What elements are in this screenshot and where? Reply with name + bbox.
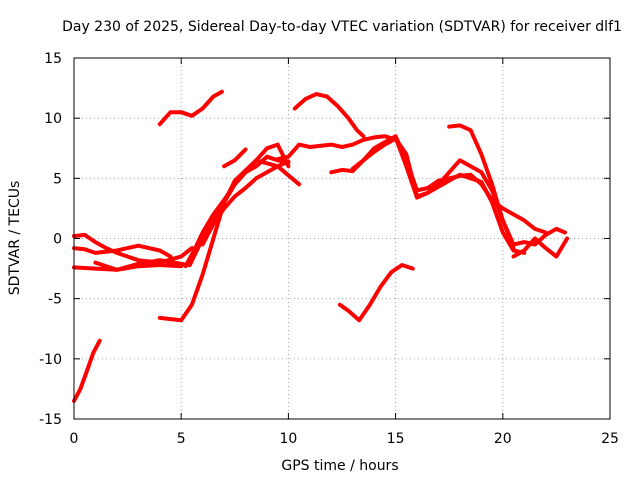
y-axis-label: SDTVAR / TECUs: [7, 181, 23, 296]
x-tick-label: 20: [494, 431, 512, 447]
x-tick-label: 15: [387, 431, 405, 447]
series-arc-rise-b: [187, 154, 291, 267]
series-arc-mid-low: [337, 263, 415, 323]
series-arc-top-mid: [292, 92, 366, 139]
y-tick-label: -10: [39, 352, 62, 368]
series-arc-rise-c: [200, 159, 291, 247]
y-tick-label: 10: [44, 111, 62, 127]
series-arc-night-a: [72, 232, 194, 265]
y-tick-label: 0: [53, 232, 62, 248]
x-tick-label: 25: [601, 431, 619, 447]
series-arc-upper-left: [157, 89, 224, 127]
data-series-group: [72, 89, 570, 403]
y-tick-label: -15: [39, 412, 62, 428]
series-arc-tail-right: [511, 236, 570, 259]
y-tick-label: 5: [53, 171, 62, 187]
x-axis-label: GPS time / hours: [281, 458, 398, 474]
axis-ticks: 0 5 10 15 20 25 -15 -10 -5 0 5 10 15: [39, 51, 619, 447]
series-arc-rise-a: [183, 142, 291, 269]
y-tick-label: -5: [48, 292, 62, 308]
series-arc-night-b: [72, 243, 173, 259]
x-tick-label: 10: [279, 431, 297, 447]
x-tick-label: 0: [70, 431, 79, 447]
series-arc-upper-right: [447, 123, 567, 247]
series-arc-night-d: [93, 258, 190, 272]
chart-title: Day 230 of 2025, Sidereal Day-to-day VTE…: [62, 19, 622, 35]
series-arc-upper-mid: [222, 147, 248, 169]
y-tick-label: 15: [44, 51, 62, 67]
series-arc-hump-c: [372, 135, 527, 255]
series-arc-early-low: [72, 338, 102, 403]
grid-lines: [74, 58, 610, 419]
series-arc-mid-flat: [275, 134, 398, 162]
series-arc-dip-rise: [157, 158, 302, 323]
x-tick-label: 5: [177, 431, 186, 447]
